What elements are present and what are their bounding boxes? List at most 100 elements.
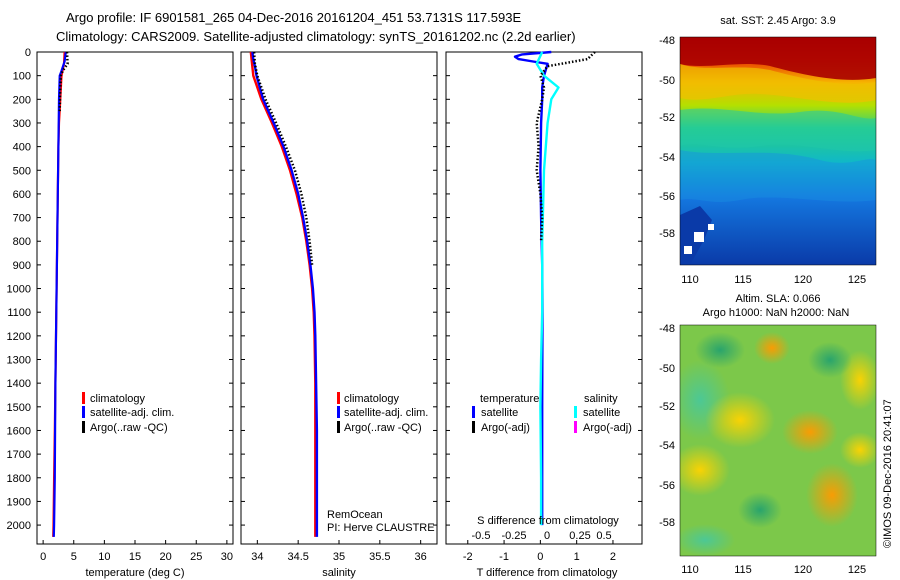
map-tick-label: -56 bbox=[659, 191, 675, 203]
legend-swatch-climatology bbox=[82, 392, 85, 404]
depth-tick-label: 500 bbox=[13, 165, 31, 177]
legend-label: climatology bbox=[344, 393, 400, 405]
map-tick-label: -50 bbox=[659, 75, 675, 87]
sla-map-image bbox=[680, 325, 876, 556]
legend-swatch-argo bbox=[82, 421, 85, 433]
x-tick-label: 30 bbox=[221, 551, 233, 563]
sla-map-xticks: 110 115 120 125 bbox=[681, 564, 866, 576]
sla-map-frame bbox=[679, 324, 877, 557]
depth-tick-label: 1200 bbox=[7, 331, 31, 343]
depth-tick-label: 1000 bbox=[7, 284, 31, 296]
series-line bbox=[252, 51, 314, 266]
top-tick-label: 0.5 bbox=[596, 530, 611, 542]
x-tick-label: 5 bbox=[71, 551, 77, 563]
salinity-panel-frame bbox=[240, 51, 438, 545]
map-tick-label: -54 bbox=[659, 440, 675, 452]
map-tick-label: -54 bbox=[659, 152, 675, 164]
difference-panel-frame bbox=[445, 51, 643, 545]
salinity-xlabel: salinity bbox=[322, 567, 356, 579]
legend-swatch-climatology bbox=[337, 392, 340, 404]
legend-label: satellite bbox=[481, 407, 518, 419]
x-tick-label: -2 bbox=[463, 551, 473, 563]
legend-swatch-t-argo bbox=[472, 421, 475, 433]
sst-map-yticks: -48 -50 -52 -54 -56 -58 bbox=[659, 35, 675, 240]
x-tick-label: 20 bbox=[160, 551, 172, 563]
depth-tick-label: 900 bbox=[13, 260, 31, 272]
x-tick-label: 35.5 bbox=[369, 551, 390, 563]
map-tick-label: -48 bbox=[659, 35, 675, 47]
x-tick-label: 10 bbox=[98, 551, 110, 563]
map-tick-label: -52 bbox=[659, 401, 675, 413]
map-tick-label: 120 bbox=[794, 564, 812, 576]
depth-tick-label: 1500 bbox=[7, 402, 31, 414]
map-tick-label: 125 bbox=[848, 564, 866, 576]
difference-legend: temperature salinity satellite Argo(-adj… bbox=[472, 393, 632, 434]
temperature-xlabel: temperature (deg C) bbox=[85, 567, 184, 579]
sst-map-image bbox=[680, 37, 876, 265]
depth-tick-label: 600 bbox=[13, 189, 31, 201]
map-tick-label: -50 bbox=[659, 363, 675, 375]
series-line bbox=[535, 51, 560, 526]
x-tick-label: 0 bbox=[40, 551, 46, 563]
map-tick-label: 110 bbox=[681, 564, 699, 576]
series-line bbox=[535, 51, 596, 242]
x-tick-label: 1 bbox=[574, 551, 580, 563]
temperature-panel-frame bbox=[36, 51, 234, 545]
legend-swatch-satellite bbox=[82, 406, 85, 418]
sst-map-title: sat. SST: 2.45 Argo: 3.9 bbox=[720, 15, 836, 27]
map-tick-label: 125 bbox=[848, 274, 866, 286]
top-tick-label: 0 bbox=[544, 530, 550, 542]
legend-label: satellite bbox=[583, 407, 620, 419]
legend-swatch-t-satellite bbox=[472, 406, 475, 418]
depth-tick-label: 1400 bbox=[7, 378, 31, 390]
pi-name: PI: Herve CLAUSTRE bbox=[327, 522, 435, 534]
x-tick-label: -1 bbox=[499, 551, 509, 563]
sst-map-frame bbox=[679, 36, 877, 266]
depth-tick-label: 2000 bbox=[7, 520, 31, 532]
depth-tick-label: 1700 bbox=[7, 449, 31, 461]
x-tick-label: 15 bbox=[129, 551, 141, 563]
salinity-legend: climatology satellite-adj. clim. Argo(..… bbox=[337, 392, 428, 434]
depth-tick-label: 1300 bbox=[7, 355, 31, 367]
map-tick-label: -56 bbox=[659, 480, 675, 492]
map-tick-label: -52 bbox=[659, 112, 675, 124]
series-line bbox=[251, 51, 319, 537]
map-tick-label: 115 bbox=[734, 274, 752, 286]
legend-label: Argo(..raw -QC) bbox=[90, 422, 168, 434]
legend-label: satellite-adj. clim. bbox=[90, 407, 174, 419]
map-tick-label: 110 bbox=[681, 274, 699, 286]
map-tick-label: -58 bbox=[659, 228, 675, 240]
legend-swatch-s-satellite bbox=[574, 406, 577, 418]
legend-title-temperature: temperature bbox=[480, 393, 539, 405]
depth-tick-label: 1800 bbox=[7, 473, 31, 485]
map-tick-label: 115 bbox=[734, 564, 752, 576]
map-tick-label: -58 bbox=[659, 517, 675, 529]
x-tick-label: 34.5 bbox=[287, 551, 308, 563]
legend-swatch-satellite bbox=[337, 406, 340, 418]
depth-tick-label: 0 bbox=[25, 47, 31, 59]
x-tick-label: 2 bbox=[610, 551, 616, 563]
depth-tick-label: 300 bbox=[13, 118, 31, 130]
project-name: RemOcean bbox=[327, 509, 383, 521]
legend-swatch-argo bbox=[337, 421, 340, 433]
depth-tick-label: 800 bbox=[13, 236, 31, 248]
legend-label: climatology bbox=[90, 393, 146, 405]
sst-map-xticks: 110 115 120 125 bbox=[681, 274, 866, 286]
legend-label: Argo(-adj) bbox=[583, 422, 632, 434]
x-tick-label: 34 bbox=[251, 551, 263, 563]
top-tick-label: -0.25 bbox=[501, 530, 526, 542]
series-line bbox=[249, 51, 317, 537]
depth-tick-label: 200 bbox=[13, 94, 31, 106]
legend-swatch-s-argo bbox=[574, 421, 577, 433]
depth-tick-label: 100 bbox=[13, 71, 31, 83]
x-tick-label: 36 bbox=[415, 551, 427, 563]
series-layer bbox=[52, 50, 596, 537]
x-tick-label: 0 bbox=[537, 551, 543, 563]
title-line-1: Argo profile: IF 6901581_265 04-Dec-2016… bbox=[66, 10, 521, 25]
depth-tick-label: 1900 bbox=[7, 496, 31, 508]
axes-layer: 0100200300400500600700800900100011001200… bbox=[7, 47, 642, 563]
top-tick-label: 0.25 bbox=[569, 530, 590, 542]
depth-tick-label: 700 bbox=[13, 213, 31, 225]
depth-tick-label: 1100 bbox=[7, 307, 31, 319]
difference-xlabel: T difference from climatology bbox=[477, 567, 618, 579]
